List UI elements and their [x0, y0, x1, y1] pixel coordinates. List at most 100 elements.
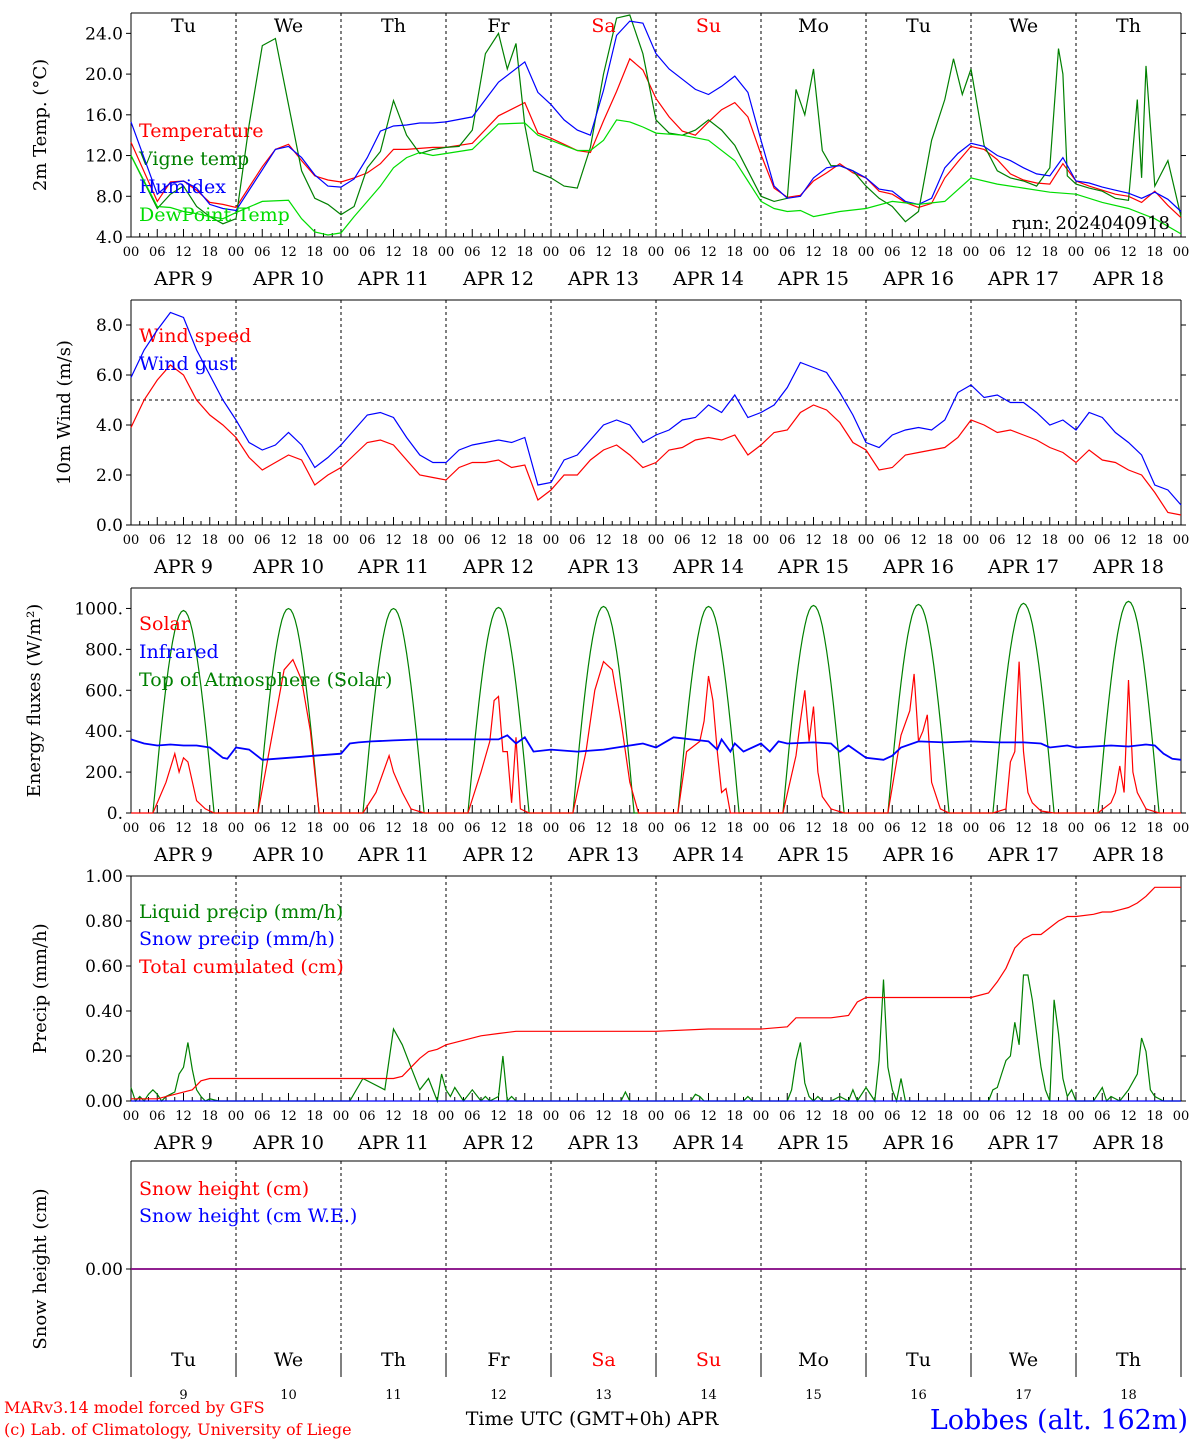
x-date-label: APR 18	[1092, 1132, 1164, 1154]
x-hour-label: 12	[1015, 245, 1032, 260]
weekday-label-top: Th	[381, 15, 406, 37]
x-hour-label: 12	[1015, 1109, 1032, 1124]
x-hour-label: 18	[936, 821, 953, 836]
chart-panel-2: 0.0 2.0 4.0 6.0 8.0 10m Wind (m/s) Wind speed W…	[54, 299, 1189, 578]
x-hour-label: 12	[805, 533, 822, 548]
x-hour-label: 00	[1068, 533, 1085, 548]
x-hour-label: 00	[123, 533, 140, 548]
legend-entry: Infrared	[139, 641, 219, 663]
x-hour-label: 12	[385, 1109, 402, 1124]
x-hour-label: 12	[175, 821, 192, 836]
run-label: run: 2024040918	[1012, 213, 1170, 234]
x-hour-label: 18	[936, 1109, 953, 1124]
y-tick-label: 8.0	[96, 316, 123, 336]
day-number-label: 15	[805, 1388, 822, 1403]
series-line-dewpoint-temp	[130, 119, 1182, 236]
y-tick-label: 400.	[85, 722, 123, 742]
x-hour-label: 00	[228, 821, 245, 836]
x-date-label: APR 12	[462, 1132, 534, 1154]
y-tick-label: 1.00	[85, 867, 123, 887]
x-hour-label: 18	[726, 1109, 743, 1124]
x-date-label: APR 18	[1092, 556, 1164, 578]
x-hour-label: 00	[648, 533, 665, 548]
legend-entry: Solar	[139, 613, 191, 635]
x-hour-label: 00	[858, 821, 875, 836]
x-hour-label: 06	[884, 1109, 901, 1124]
weekday-label-bottom: Th	[381, 1349, 406, 1371]
x-date-label: APR 14	[672, 268, 744, 290]
x-date-label: APR 12	[462, 268, 534, 290]
x-hour-label: 00	[753, 533, 770, 548]
x-hour-label: 12	[280, 245, 297, 260]
weekday-label-bottom: Su	[696, 1349, 721, 1371]
legend-entry: Liquid precip (mm/h)	[139, 901, 343, 923]
x-hour-label: 00	[1173, 821, 1190, 836]
x-hour-label: 12	[595, 821, 612, 836]
x-hour-label: 18	[726, 821, 743, 836]
x-hour-label: 00	[1068, 245, 1085, 260]
x-hour-label: 06	[359, 533, 376, 548]
x-date-label: APR 12	[462, 844, 534, 866]
y-axis-title: Snow height (cm)	[30, 1188, 51, 1349]
legend-entry: DewPoint Temp	[139, 204, 290, 226]
x-date-label: APR 11	[357, 844, 429, 866]
x-hour-label: 06	[989, 821, 1006, 836]
series-line-wind-gust	[130, 311, 1182, 506]
x-hour-label: 06	[464, 245, 481, 260]
day-number-label: 12	[490, 1388, 507, 1403]
x-hour-label: 12	[700, 1109, 717, 1124]
x-hour-label: 06	[989, 533, 1006, 548]
x-hour-label: 00	[963, 245, 980, 260]
x-hour-label: 18	[831, 1109, 848, 1124]
x-hour-label: 12	[490, 533, 507, 548]
x-hour-label: 18	[621, 245, 638, 260]
x-date-label: APR 15	[777, 268, 849, 290]
y-tick-label: 1000.	[74, 599, 123, 619]
x-hour-label: 12	[910, 533, 927, 548]
x-hour-label: 18	[1146, 821, 1163, 836]
y-tick-label: 0.0	[96, 516, 123, 536]
x-hour-label: 18	[621, 1109, 638, 1124]
x-date-label: APR 17	[987, 844, 1059, 866]
x-hour-label: 18	[306, 821, 323, 836]
weekday-label-top: Sa	[591, 15, 615, 37]
x-hour-label: 00	[753, 245, 770, 260]
y-tick-label: 8.0	[96, 187, 123, 207]
x-hour-label: 00	[123, 245, 140, 260]
x-hour-label: 18	[726, 245, 743, 260]
legend-entry: Wind gust	[139, 353, 237, 375]
x-hour-label: 00	[1068, 821, 1085, 836]
x-hour-label: 06	[989, 245, 1006, 260]
x-date-label: APR 10	[252, 268, 324, 290]
legend-entry: Temperature	[139, 120, 263, 142]
weekday-label-top: Tu	[906, 15, 931, 37]
series-line-humidex	[130, 20, 1182, 212]
x-hour-label: 06	[464, 1109, 481, 1124]
series-line-vigne-temp	[130, 14, 1182, 225]
y-tick-label: 0.20	[85, 1047, 123, 1067]
weekday-label-top: We	[274, 15, 303, 37]
x-hour-label: 00	[438, 1109, 455, 1124]
y-tick-label: 2.0	[96, 466, 123, 486]
y-axis-title: 2m Temp. (°C)	[30, 59, 51, 191]
x-hour-label: 06	[884, 821, 901, 836]
x-hour-label: 06	[359, 1109, 376, 1124]
x-hour-label: 18	[516, 821, 533, 836]
x-date-label: APR 15	[777, 844, 849, 866]
day-number-label: 16	[910, 1388, 927, 1403]
x-hour-label: 18	[831, 821, 848, 836]
x-hour-label: 00	[543, 821, 560, 836]
x-hour-label: 06	[464, 821, 481, 836]
x-hour-label: 00	[123, 1109, 140, 1124]
x-hour-label: 18	[411, 1109, 428, 1124]
weekday-label-top: Th	[1116, 15, 1141, 37]
x-hour-label: 06	[674, 533, 691, 548]
series-line-infrared	[130, 734, 1182, 761]
weekday-label-bottom: Tu	[171, 1349, 196, 1371]
y-tick-label: 0.00	[85, 1092, 123, 1112]
x-hour-label: 12	[700, 245, 717, 260]
weekday-label-bottom: We	[274, 1349, 303, 1371]
y-tick-label: 0.60	[85, 957, 123, 977]
x-hour-label: 18	[1041, 1109, 1058, 1124]
